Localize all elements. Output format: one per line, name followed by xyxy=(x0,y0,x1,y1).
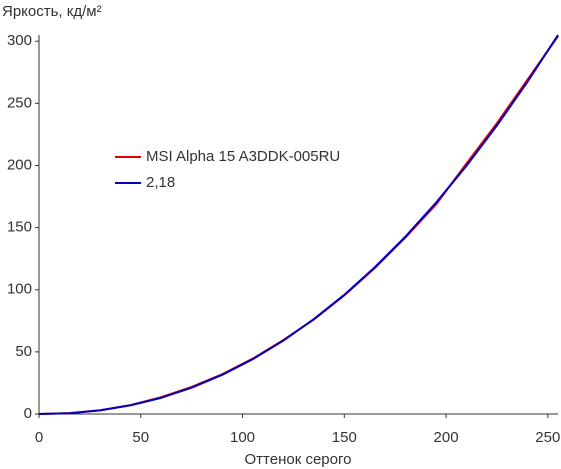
y-tick-label: 150 xyxy=(7,219,32,236)
x-tick-label: 50 xyxy=(132,429,149,446)
series-line xyxy=(38,35,559,415)
x-tick-label: 200 xyxy=(434,429,459,446)
x-axis-label: Оттенок серого xyxy=(245,451,352,468)
y-tick-label: 0 xyxy=(24,405,32,422)
y-axis-label: Яркость, кд/м² xyxy=(2,3,102,20)
x-tick-label: 0 xyxy=(35,429,43,446)
x-tick-label: 150 xyxy=(332,429,357,446)
y-tick-label: 100 xyxy=(7,281,32,298)
legend-label: 2,18 xyxy=(146,174,175,191)
legend-label: MSI Alpha 15 A3DDK-005RU xyxy=(146,148,340,165)
y-tick-label: 250 xyxy=(7,94,32,111)
x-tick-label: 250 xyxy=(535,429,560,446)
y-tick-label: 300 xyxy=(7,32,32,49)
series-line xyxy=(38,34,559,415)
y-tick-label: 200 xyxy=(7,156,32,173)
y-tick-label: 50 xyxy=(15,343,32,360)
x-tick-label: 100 xyxy=(230,429,255,446)
